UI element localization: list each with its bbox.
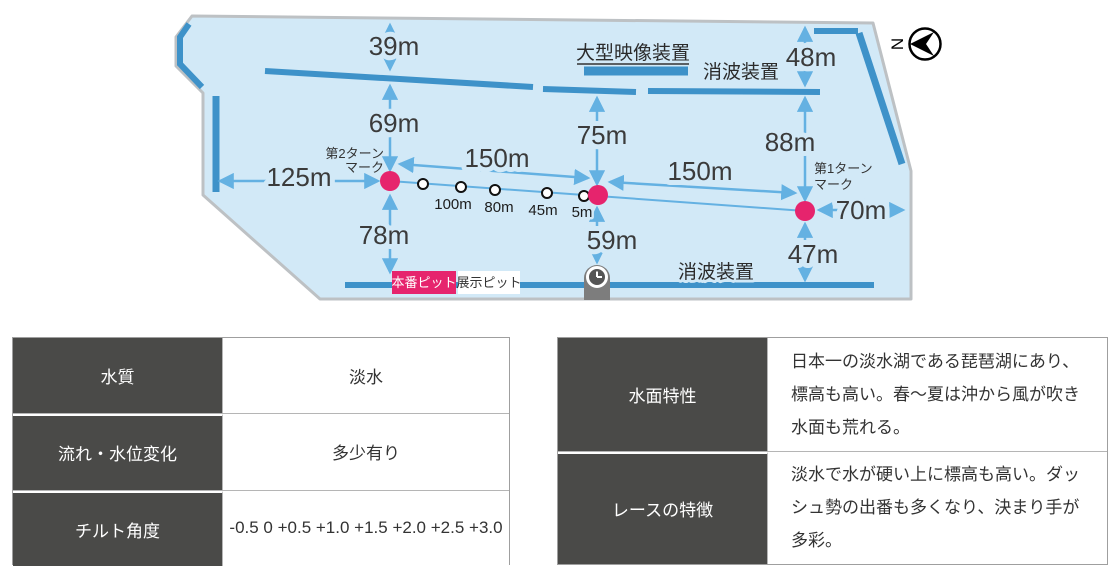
label-78m: 78m bbox=[359, 220, 410, 250]
dimension-arrows bbox=[217, 22, 906, 283]
buoy-circle bbox=[417, 178, 429, 190]
breakwater-top-c bbox=[647, 88, 821, 95]
label-5m: 5m bbox=[572, 204, 593, 221]
buoy-circle bbox=[455, 181, 467, 193]
main-pit-label: 本番ピット bbox=[391, 275, 456, 290]
table-row: 水面特性 日本一の淡水湖である琵琶湖にあり、標高も高い。春〜夏は沖から風が吹き水… bbox=[558, 338, 1107, 451]
row-value-race-feature: 淡水で水が硬い上に標高も高い。ダッシュ勢の出番も多くなり、決まり手が多彩。 bbox=[768, 451, 1107, 564]
label-turn-mark-1-line2: マーク bbox=[814, 177, 853, 192]
row-header-race-feature: レースの特徴 bbox=[558, 451, 768, 564]
label-large-video-device: 大型映像装置 bbox=[576, 42, 690, 64]
row-value-surface: 日本一の淡水湖である琵琶湖にあり、標高も高い。春〜夏は沖から風が吹き水面も荒れる… bbox=[768, 338, 1107, 451]
row-value-flow: 多少有り bbox=[223, 414, 509, 490]
breakwater-top-b bbox=[542, 86, 637, 95]
table-row: 水質 淡水 bbox=[13, 338, 509, 414]
label-150m-right: 150m bbox=[667, 156, 732, 186]
course-diagram: 39m 69m 78m 125m 150m 150m 75m 88m 48m 4… bbox=[174, 14, 942, 301]
turn-mark-center bbox=[588, 185, 608, 205]
label-59m: 59m bbox=[587, 225, 638, 255]
label-69m: 69m bbox=[369, 108, 420, 138]
start-clock-icon bbox=[584, 265, 610, 300]
label-turn-mark-2-line2: マーク bbox=[345, 160, 384, 175]
compass-n-label: N bbox=[888, 38, 907, 50]
label-turn-mark-1-line1: 第1ターン bbox=[814, 161, 873, 176]
arrow-150m-right bbox=[607, 174, 798, 201]
label-turn-mark-2-line1: 第2ターン bbox=[325, 146, 384, 161]
label-48m: 48m bbox=[786, 42, 837, 72]
turn-mark-2 bbox=[380, 171, 400, 191]
label-150m-left: 150m bbox=[464, 143, 529, 173]
label-39m: 39m bbox=[369, 31, 420, 61]
label-75m: 75m bbox=[577, 120, 628, 150]
main-pit-badge bbox=[392, 271, 456, 294]
label-47m: 47m bbox=[788, 239, 839, 269]
course-diagram-svg: 39m 69m 78m 125m 150m 150m 75m 88m 48m 4… bbox=[174, 14, 942, 301]
table-row: レースの特徴 淡水で水が硬い上に標高も高い。ダッシュ勢の出番も多くなり、決まり手… bbox=[558, 450, 1107, 564]
label-88m: 88m bbox=[765, 127, 816, 157]
table-row: チルト角度 -0.5 0 +0.5 +1.0 +1.5 +2.0 +2.5 +3… bbox=[13, 489, 509, 566]
breakwater-top-a bbox=[264, 68, 534, 90]
water-info-table: 水質 淡水 流れ・水位変化 多少有り チルト角度 -0.5 0 +0.5 +1.… bbox=[12, 337, 510, 566]
label-45m: 45m bbox=[528, 202, 557, 219]
compass-needle bbox=[910, 32, 934, 56]
row-header-tilt: チルト角度 bbox=[13, 490, 223, 566]
arrow-150m-left bbox=[397, 156, 591, 186]
row-header-water-quality: 水質 bbox=[13, 338, 223, 414]
label-wave-damper-top: 消波装置 bbox=[703, 61, 779, 83]
buoy-circle bbox=[541, 187, 553, 199]
row-header-flow: 流れ・水位変化 bbox=[13, 414, 223, 490]
label-80m: 80m bbox=[484, 199, 513, 216]
turn-mark-1 bbox=[795, 201, 815, 221]
exhibition-pit-label: 展示ピット bbox=[456, 275, 521, 290]
label-70m: 70m bbox=[836, 195, 887, 225]
label-100m: 100m bbox=[434, 196, 472, 213]
compass-icon: N bbox=[888, 27, 942, 61]
wall-top-left bbox=[177, 22, 205, 90]
label-125m: 125m bbox=[266, 162, 331, 192]
row-value-tilt: -0.5 0 +0.5 +1.0 +1.5 +2.0 +2.5 +3.0 bbox=[223, 490, 509, 566]
row-header-surface: 水面特性 bbox=[558, 338, 768, 451]
buoy-circle bbox=[489, 184, 501, 196]
label-wave-damper-bottom: 消波装置 bbox=[678, 261, 754, 283]
wall-top-right-diagonal bbox=[855, 31, 906, 166]
row-value-water-quality: 淡水 bbox=[223, 338, 509, 414]
table-row: 流れ・水位変化 多少有り bbox=[13, 413, 509, 490]
course-feature-table: 水面特性 日本一の淡水湖である琵琶湖にあり、標高も高い。春〜夏は沖から風が吹き水… bbox=[557, 337, 1108, 565]
exhibition-pit-badge bbox=[458, 271, 520, 294]
buoy-circle bbox=[578, 190, 590, 202]
